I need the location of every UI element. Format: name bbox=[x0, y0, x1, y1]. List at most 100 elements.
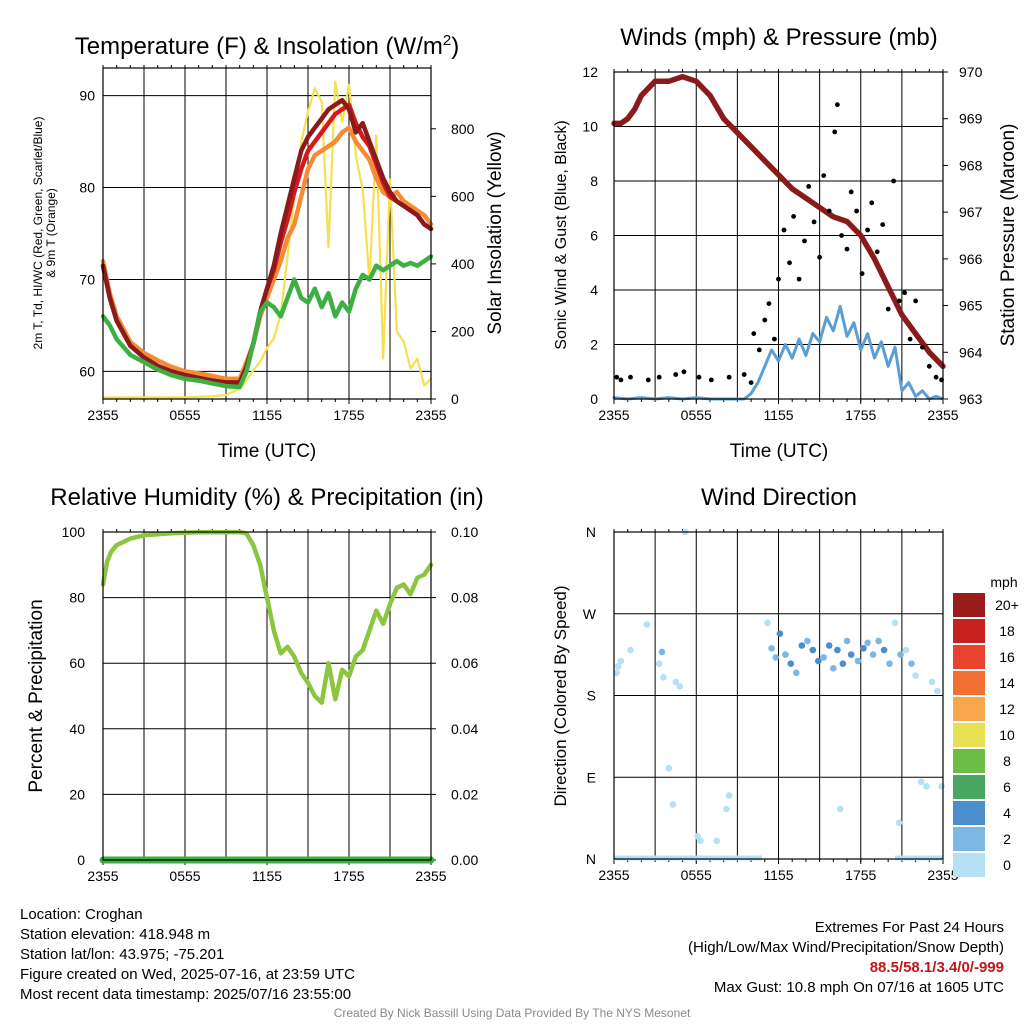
humidity-line bbox=[100, 529, 434, 705]
y-right-tick-label: 200 bbox=[451, 323, 475, 339]
direction-point bbox=[886, 660, 893, 667]
direction-point bbox=[902, 646, 910, 654]
gust-point bbox=[933, 374, 939, 380]
direction-point bbox=[830, 665, 837, 672]
gust-point bbox=[844, 246, 850, 252]
figure-created: Figure created on Wed, 2025-07-16, at 23… bbox=[20, 966, 355, 983]
gust-point bbox=[806, 184, 812, 189]
y-axis-label: Percent & Precipitation bbox=[26, 599, 47, 792]
direction-point bbox=[820, 654, 827, 661]
legend-label: 12 bbox=[999, 701, 1015, 717]
gust-point bbox=[791, 214, 796, 219]
winds-panel: 2355 0555 1155 1755 235502468101296396496596… bbox=[553, 24, 1019, 462]
gust-point bbox=[656, 374, 662, 380]
legend-label: 14 bbox=[999, 675, 1015, 691]
gust-point bbox=[751, 331, 757, 336]
x-axis-label: Time (UTC) bbox=[218, 441, 317, 462]
y-axis-label: Direction (Colored By Speed) bbox=[551, 585, 570, 806]
direction-point bbox=[793, 669, 800, 677]
x-tick-label: 1755 bbox=[333, 868, 364, 884]
x-tick-label: 1755 bbox=[333, 407, 364, 423]
gust-point bbox=[874, 249, 880, 255]
direction-point bbox=[928, 678, 936, 686]
direction-point bbox=[854, 657, 862, 665]
direction-point bbox=[804, 637, 811, 645]
gust-point bbox=[796, 276, 802, 282]
x-tick-label: 0555 bbox=[169, 868, 200, 884]
plot-border bbox=[613, 71, 944, 400]
direction-point bbox=[772, 654, 780, 661]
station-latlon: Station lat/lon: 43.975; -75.201 bbox=[20, 946, 225, 963]
y-tick-label: 40 bbox=[69, 721, 85, 737]
x-tick-label: 2355 bbox=[415, 868, 446, 884]
direction-point bbox=[809, 646, 817, 654]
y-axis-label-right: Station Pressure (Maroon) bbox=[998, 124, 1019, 347]
y-right-tick-label: 967 bbox=[959, 204, 983, 220]
legend-label: 20+ bbox=[995, 597, 1019, 613]
direction-point bbox=[825, 642, 833, 649]
gust-point bbox=[673, 372, 679, 377]
direction-point bbox=[880, 646, 888, 654]
gust-point bbox=[913, 298, 918, 304]
y-tick-label: 90 bbox=[79, 88, 95, 104]
extremes-values: 88.5/58.1/3.4/0/-999 bbox=[869, 959, 1004, 976]
gust-point bbox=[681, 369, 687, 375]
legend-swatch bbox=[953, 775, 985, 799]
direction-point bbox=[643, 621, 651, 628]
y-tick-label: 6 bbox=[590, 228, 598, 244]
y-right-tick-label: 0 bbox=[451, 391, 459, 407]
gust-point bbox=[835, 102, 840, 108]
gust-point bbox=[859, 271, 865, 276]
direction-point bbox=[923, 783, 930, 790]
direction-point bbox=[869, 651, 877, 658]
panel-title: Winds (mph) & Pressure (mb) bbox=[620, 24, 937, 51]
direction-point bbox=[764, 619, 771, 627]
direction-point bbox=[655, 660, 663, 667]
direction-point bbox=[776, 630, 784, 637]
y-right-tick-label: 964 bbox=[959, 344, 983, 360]
direction-point bbox=[847, 651, 855, 658]
direction-point bbox=[768, 645, 775, 652]
legend-swatch bbox=[953, 827, 985, 851]
direction-point bbox=[787, 660, 795, 667]
temperature-series-line bbox=[100, 97, 434, 385]
wind-speed-line bbox=[612, 304, 945, 401]
gust-point bbox=[756, 347, 762, 353]
y-tick-label: 70 bbox=[79, 271, 95, 287]
gust-point bbox=[817, 254, 822, 260]
legend-label: 18 bbox=[999, 623, 1015, 639]
legend-swatch bbox=[953, 671, 985, 695]
y-tick-label: E bbox=[587, 769, 596, 785]
direction-point bbox=[860, 645, 867, 652]
y-tick-label: 8 bbox=[590, 173, 598, 189]
station-info: Location: Croghan Station elevation: 418… bbox=[20, 905, 355, 1005]
panel-title: Relative Humidity (%) & Precipitation (i… bbox=[50, 484, 483, 511]
direction-point bbox=[660, 674, 667, 681]
direction-point bbox=[617, 657, 625, 665]
direction-point bbox=[934, 687, 941, 695]
temperature-series-line bbox=[100, 254, 434, 390]
x-tick-label: 1155 bbox=[763, 867, 793, 883]
x-tick-label: 0555 bbox=[681, 867, 712, 883]
temperature-series-line bbox=[101, 80, 433, 399]
direction-point bbox=[627, 646, 634, 654]
x-tick-label: 0555 bbox=[169, 407, 200, 423]
gust-point bbox=[618, 377, 624, 383]
direction-point bbox=[713, 837, 721, 845]
gust-point bbox=[781, 227, 787, 233]
gust-point bbox=[748, 380, 754, 385]
legend-swatch bbox=[953, 853, 985, 877]
gust-point bbox=[787, 260, 792, 266]
x-tick-label: 1155 bbox=[252, 868, 282, 884]
gust-point bbox=[766, 301, 772, 306]
x-tick-label: 1755 bbox=[845, 867, 876, 883]
x-tick-label: 2355 bbox=[598, 407, 629, 423]
y-tick-label: 4 bbox=[590, 282, 598, 298]
gust-point bbox=[726, 374, 732, 380]
panel-title: Wind Direction bbox=[701, 484, 857, 511]
gust-point bbox=[891, 178, 896, 184]
x-tick-label: 0555 bbox=[681, 407, 712, 423]
y-right-tick-label: 800 bbox=[451, 121, 475, 137]
y-right-tick-label: 0.04 bbox=[451, 721, 478, 737]
extremes-title: Extremes For Past 24 Hours bbox=[814, 919, 1004, 936]
